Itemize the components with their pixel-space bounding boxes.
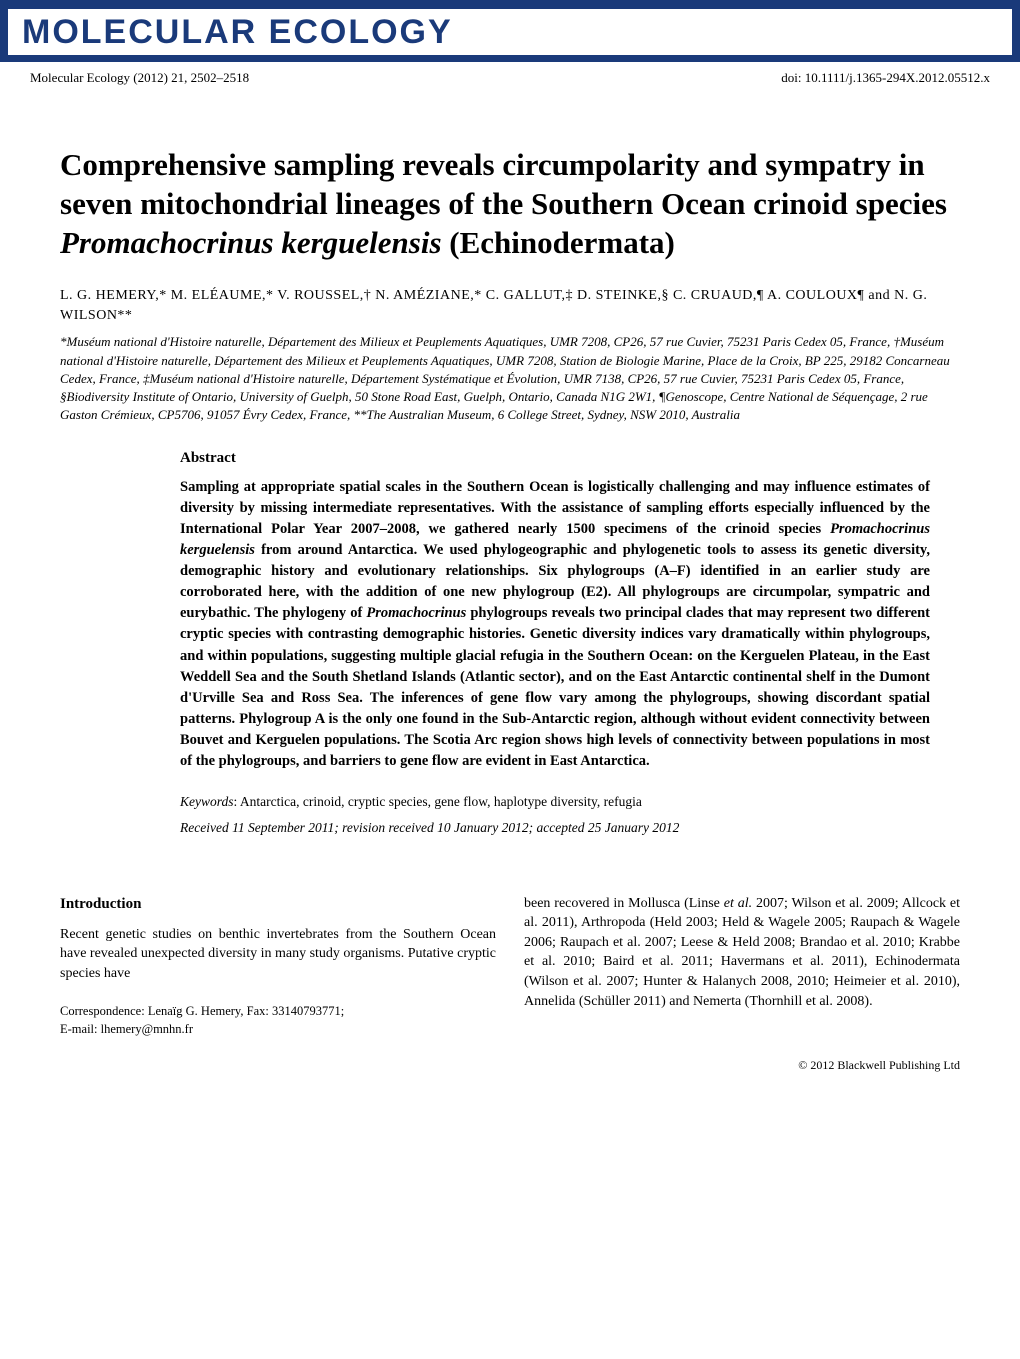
main-content: Comprehensive sampling reveals circumpol…	[0, 86, 1020, 894]
introduction-heading: Introduction	[60, 894, 496, 915]
journal-banner-inner: MOLECULAR ECOLOGY	[8, 9, 1012, 55]
footer-copyright: © 2012 Blackwell Publishing Ltd	[0, 1038, 1020, 1093]
left-column: Introduction Recent genetic studies on b…	[60, 894, 496, 1039]
etal-italic: et al.	[724, 896, 752, 911]
title-prefix: Comprehensive sampling reveals circumpol…	[60, 147, 947, 221]
journal-banner: MOLECULAR ECOLOGY	[0, 0, 1020, 62]
received-line: Received 11 September 2011; revision rec…	[180, 820, 930, 836]
affiliations: *Muséum national d'Histoire naturelle, D…	[60, 333, 960, 424]
keywords-label: Keywords	[180, 794, 234, 809]
correspondence-block: Correspondence: Lenaïg G. Hemery, Fax: 3…	[60, 1003, 496, 1038]
abstract-text: Sampling at appropriate spatial scales i…	[180, 477, 930, 771]
abstract-block: Abstract Sampling at appropriate spatial…	[180, 450, 930, 771]
intro-right-rest: 2007; Wilson et al. 2009; Allcock et al.…	[524, 896, 960, 1009]
authors-line: L. G. HEMERY,* M. ELÉAUME,* V. ROUSSEL,†…	[60, 286, 960, 325]
abstract-part1: Sampling at appropriate spatial scales i…	[180, 479, 930, 537]
intro-right-para: been recovered in Mollusca (Linse et al.…	[524, 894, 960, 1012]
body-columns: Introduction Recent genetic studies on b…	[0, 894, 1020, 1039]
journal-doi: doi: 10.1111/j.1365-294X.2012.05512.x	[781, 70, 990, 86]
correspondence-line1: Correspondence: Lenaïg G. Hemery, Fax: 3…	[60, 1003, 496, 1021]
keywords-line: Keywords: Antarctica, crinoid, cryptic s…	[180, 794, 930, 810]
correspondence-line2: E-mail: lhemery@mnhn.fr	[60, 1021, 496, 1039]
abstract-part3: phylogroups reveals two principal clades…	[180, 605, 930, 768]
keywords-text: : Antarctica, crinoid, cryptic species, …	[234, 794, 642, 809]
journal-citation: Molecular Ecology (2012) 21, 2502–2518	[30, 70, 249, 86]
article-title: Comprehensive sampling reveals circumpol…	[60, 146, 960, 262]
abstract-heading: Abstract	[180, 450, 930, 467]
intro-left-para: Recent genetic studies on benthic invert…	[60, 925, 496, 984]
abstract-species2: Promachocrinus	[366, 605, 466, 621]
title-species: Promachocrinus kerguelensis	[60, 225, 442, 260]
journal-name: MOLECULAR ECOLOGY	[22, 13, 453, 52]
intro-right-pre: been recovered in Mollusca (Linse	[524, 896, 724, 911]
meta-row: Molecular Ecology (2012) 21, 2502–2518 d…	[0, 62, 1020, 86]
title-suffix: (Echinodermata)	[442, 225, 675, 260]
right-column: been recovered in Mollusca (Linse et al.…	[524, 894, 960, 1039]
